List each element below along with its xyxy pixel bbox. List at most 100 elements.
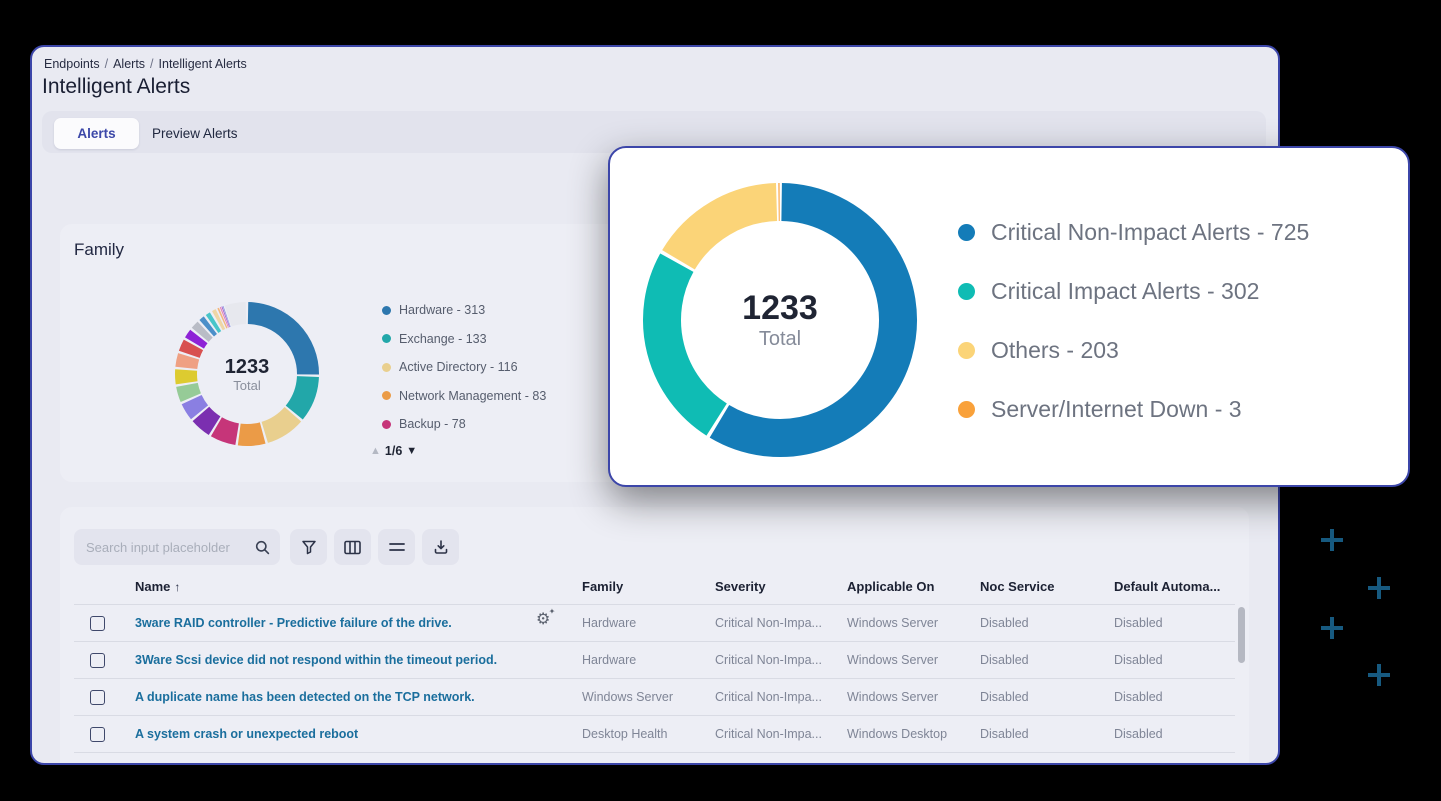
breadcrumb-separator: / xyxy=(104,57,109,71)
donut-segment[interactable] xyxy=(285,375,319,420)
legend-item[interactable]: Critical Impact Alerts - 302 xyxy=(958,262,1388,321)
column-header[interactable]: Severity xyxy=(715,579,766,594)
donut-segment[interactable] xyxy=(181,394,209,420)
gear-sparkle-icon[interactable]: ⚙ ✦ xyxy=(536,607,556,628)
donut-segment[interactable] xyxy=(175,369,198,385)
donut-segment[interactable] xyxy=(261,406,302,443)
family-donut-chart[interactable]: 1233 Total xyxy=(173,300,321,448)
cell-noc-service: Disabled xyxy=(980,616,1029,630)
legend-page-up-icon[interactable]: ▲ xyxy=(370,445,381,457)
donut-segment[interactable] xyxy=(185,329,208,349)
divider xyxy=(74,752,1235,753)
plus-decoration-icon xyxy=(1321,617,1343,639)
legend-item[interactable]: Backup - 78 xyxy=(382,410,642,439)
cell-severity: Critical Non-Impa... xyxy=(715,690,822,704)
donut-segment[interactable] xyxy=(643,253,728,436)
legend-item[interactable]: Critical Non-Impact Alerts - 725 xyxy=(958,203,1388,262)
legend-item[interactable]: Server/Internet Down - 3 xyxy=(958,380,1388,439)
breadcrumb-item[interactable]: Endpoints xyxy=(44,57,100,71)
donut-segment[interactable] xyxy=(175,353,200,370)
plus-decoration-icon xyxy=(1321,529,1343,551)
donut-segment[interactable] xyxy=(217,307,228,329)
table-row: 3Ware Scsi device did not respond within… xyxy=(60,642,1249,679)
cell-default-automation: Disabled xyxy=(1114,727,1163,741)
column-header[interactable]: Noc Service xyxy=(980,579,1055,594)
columns-button[interactable] xyxy=(334,529,371,565)
cell-applicable-on: Windows Server xyxy=(847,616,938,630)
cell-severity: Critical Non-Impa... xyxy=(715,616,822,630)
row-density-button[interactable] xyxy=(378,529,415,565)
cell-default-automation: Disabled xyxy=(1114,616,1163,630)
legend-label: Backup - 78 xyxy=(399,417,466,432)
table-header-row: Name ↑ Family Severity Applicable On Noc Serv… xyxy=(60,575,1249,605)
row-checkbox[interactable] xyxy=(90,727,105,742)
breadcrumb-item[interactable]: Alerts xyxy=(113,57,146,71)
donut-segment[interactable] xyxy=(210,417,240,446)
severity-donut-chart[interactable]: 1233 Total xyxy=(641,181,919,459)
row-checkbox[interactable] xyxy=(90,616,105,631)
alert-name-link[interactable]: A system crash or unexpected reboot xyxy=(135,727,359,741)
column-header[interactable]: Applicable On xyxy=(847,579,935,594)
download-button[interactable] xyxy=(422,529,459,565)
legend-item[interactable]: Active Directory - 116 xyxy=(382,353,642,382)
divider xyxy=(74,604,1235,605)
legend-label: Server/Internet Down - 3 xyxy=(991,396,1242,422)
severity-donut-svg[interactable] xyxy=(641,181,919,459)
donut-segment[interactable] xyxy=(205,312,222,334)
legend-dot-icon xyxy=(958,224,975,241)
filter-icon xyxy=(301,539,317,555)
filter-button[interactable] xyxy=(290,529,327,565)
donut-segment[interactable] xyxy=(662,183,778,271)
search-input[interactable] xyxy=(74,539,255,555)
donut-segment[interactable] xyxy=(224,302,247,327)
row-checkbox[interactable] xyxy=(90,653,105,668)
legend-page-down-icon[interactable]: ▼ xyxy=(406,445,418,457)
family-legend: Hardware - 313 Exchange - 133 Active Direc… xyxy=(382,296,642,439)
tab-preview-alerts[interactable]: Preview Alerts xyxy=(152,126,238,141)
alert-name-link[interactable]: 3Ware Scsi device did not respond within… xyxy=(135,653,498,667)
donut-segment[interactable] xyxy=(199,316,218,337)
legend-label: Others - 203 xyxy=(991,337,1119,363)
cell-family: Desktop Health xyxy=(582,727,668,741)
legend-dot-icon xyxy=(382,334,391,344)
divider xyxy=(74,715,1235,716)
donut-segment[interactable] xyxy=(709,183,917,457)
table-row: 3ware RAID controller - Predictive failu… xyxy=(60,605,1249,642)
donut-segment[interactable] xyxy=(212,309,226,331)
breadcrumb: Endpoints / Alerts / Intelligent Alerts xyxy=(44,57,247,71)
family-donut-svg[interactable] xyxy=(173,300,321,448)
column-header[interactable]: Family xyxy=(582,579,624,594)
column-header[interactable]: Default Automa... xyxy=(1114,579,1221,594)
legend-item[interactable]: Others - 203 xyxy=(958,321,1388,380)
tab-alerts[interactable]: Alerts xyxy=(54,118,139,149)
columns-icon xyxy=(344,540,361,555)
search-icon xyxy=(255,540,270,555)
legend-item[interactable]: Hardware - 313 xyxy=(382,296,642,325)
donut-segment[interactable] xyxy=(176,382,202,402)
column-header[interactable]: Name ↑ xyxy=(135,579,181,594)
table-row: A system crash or unexpected reboot ⚙✦ D… xyxy=(60,716,1249,753)
breadcrumb-item[interactable]: Intelligent Alerts xyxy=(158,57,247,71)
donut-segment[interactable] xyxy=(191,321,213,343)
row-checkbox[interactable] xyxy=(90,690,105,705)
plus-decoration-icon xyxy=(1368,664,1390,686)
legend-label: Exchange - 133 xyxy=(399,331,487,346)
cell-noc-service: Disabled xyxy=(980,690,1029,704)
alert-name-link[interactable]: A duplicate name has been detected on th… xyxy=(135,690,475,704)
legend-item[interactable]: Exchange - 133 xyxy=(382,325,642,354)
donut-segment[interactable] xyxy=(237,422,266,446)
divider xyxy=(74,641,1235,642)
legend-page-indicator: 1/6 xyxy=(384,444,403,458)
legend-item[interactable]: Network Management - 83 xyxy=(382,382,642,411)
legend-dot-icon xyxy=(382,419,391,429)
legend-label: Critical Non-Impact Alerts - 725 xyxy=(991,219,1310,245)
cell-family: Hardware xyxy=(582,616,637,630)
donut-segment[interactable] xyxy=(178,339,204,359)
plus-decoration-icon xyxy=(1368,577,1390,599)
table-scrollbar-thumb[interactable] xyxy=(1238,607,1245,663)
sort-ascending-icon: ↑ xyxy=(174,580,181,594)
donut-segment[interactable] xyxy=(192,406,221,435)
donut-segment[interactable] xyxy=(247,302,319,375)
legend-label: Network Management - 83 xyxy=(399,388,547,403)
alert-name-link[interactable]: 3ware RAID controller - Predictive failu… xyxy=(135,616,452,630)
